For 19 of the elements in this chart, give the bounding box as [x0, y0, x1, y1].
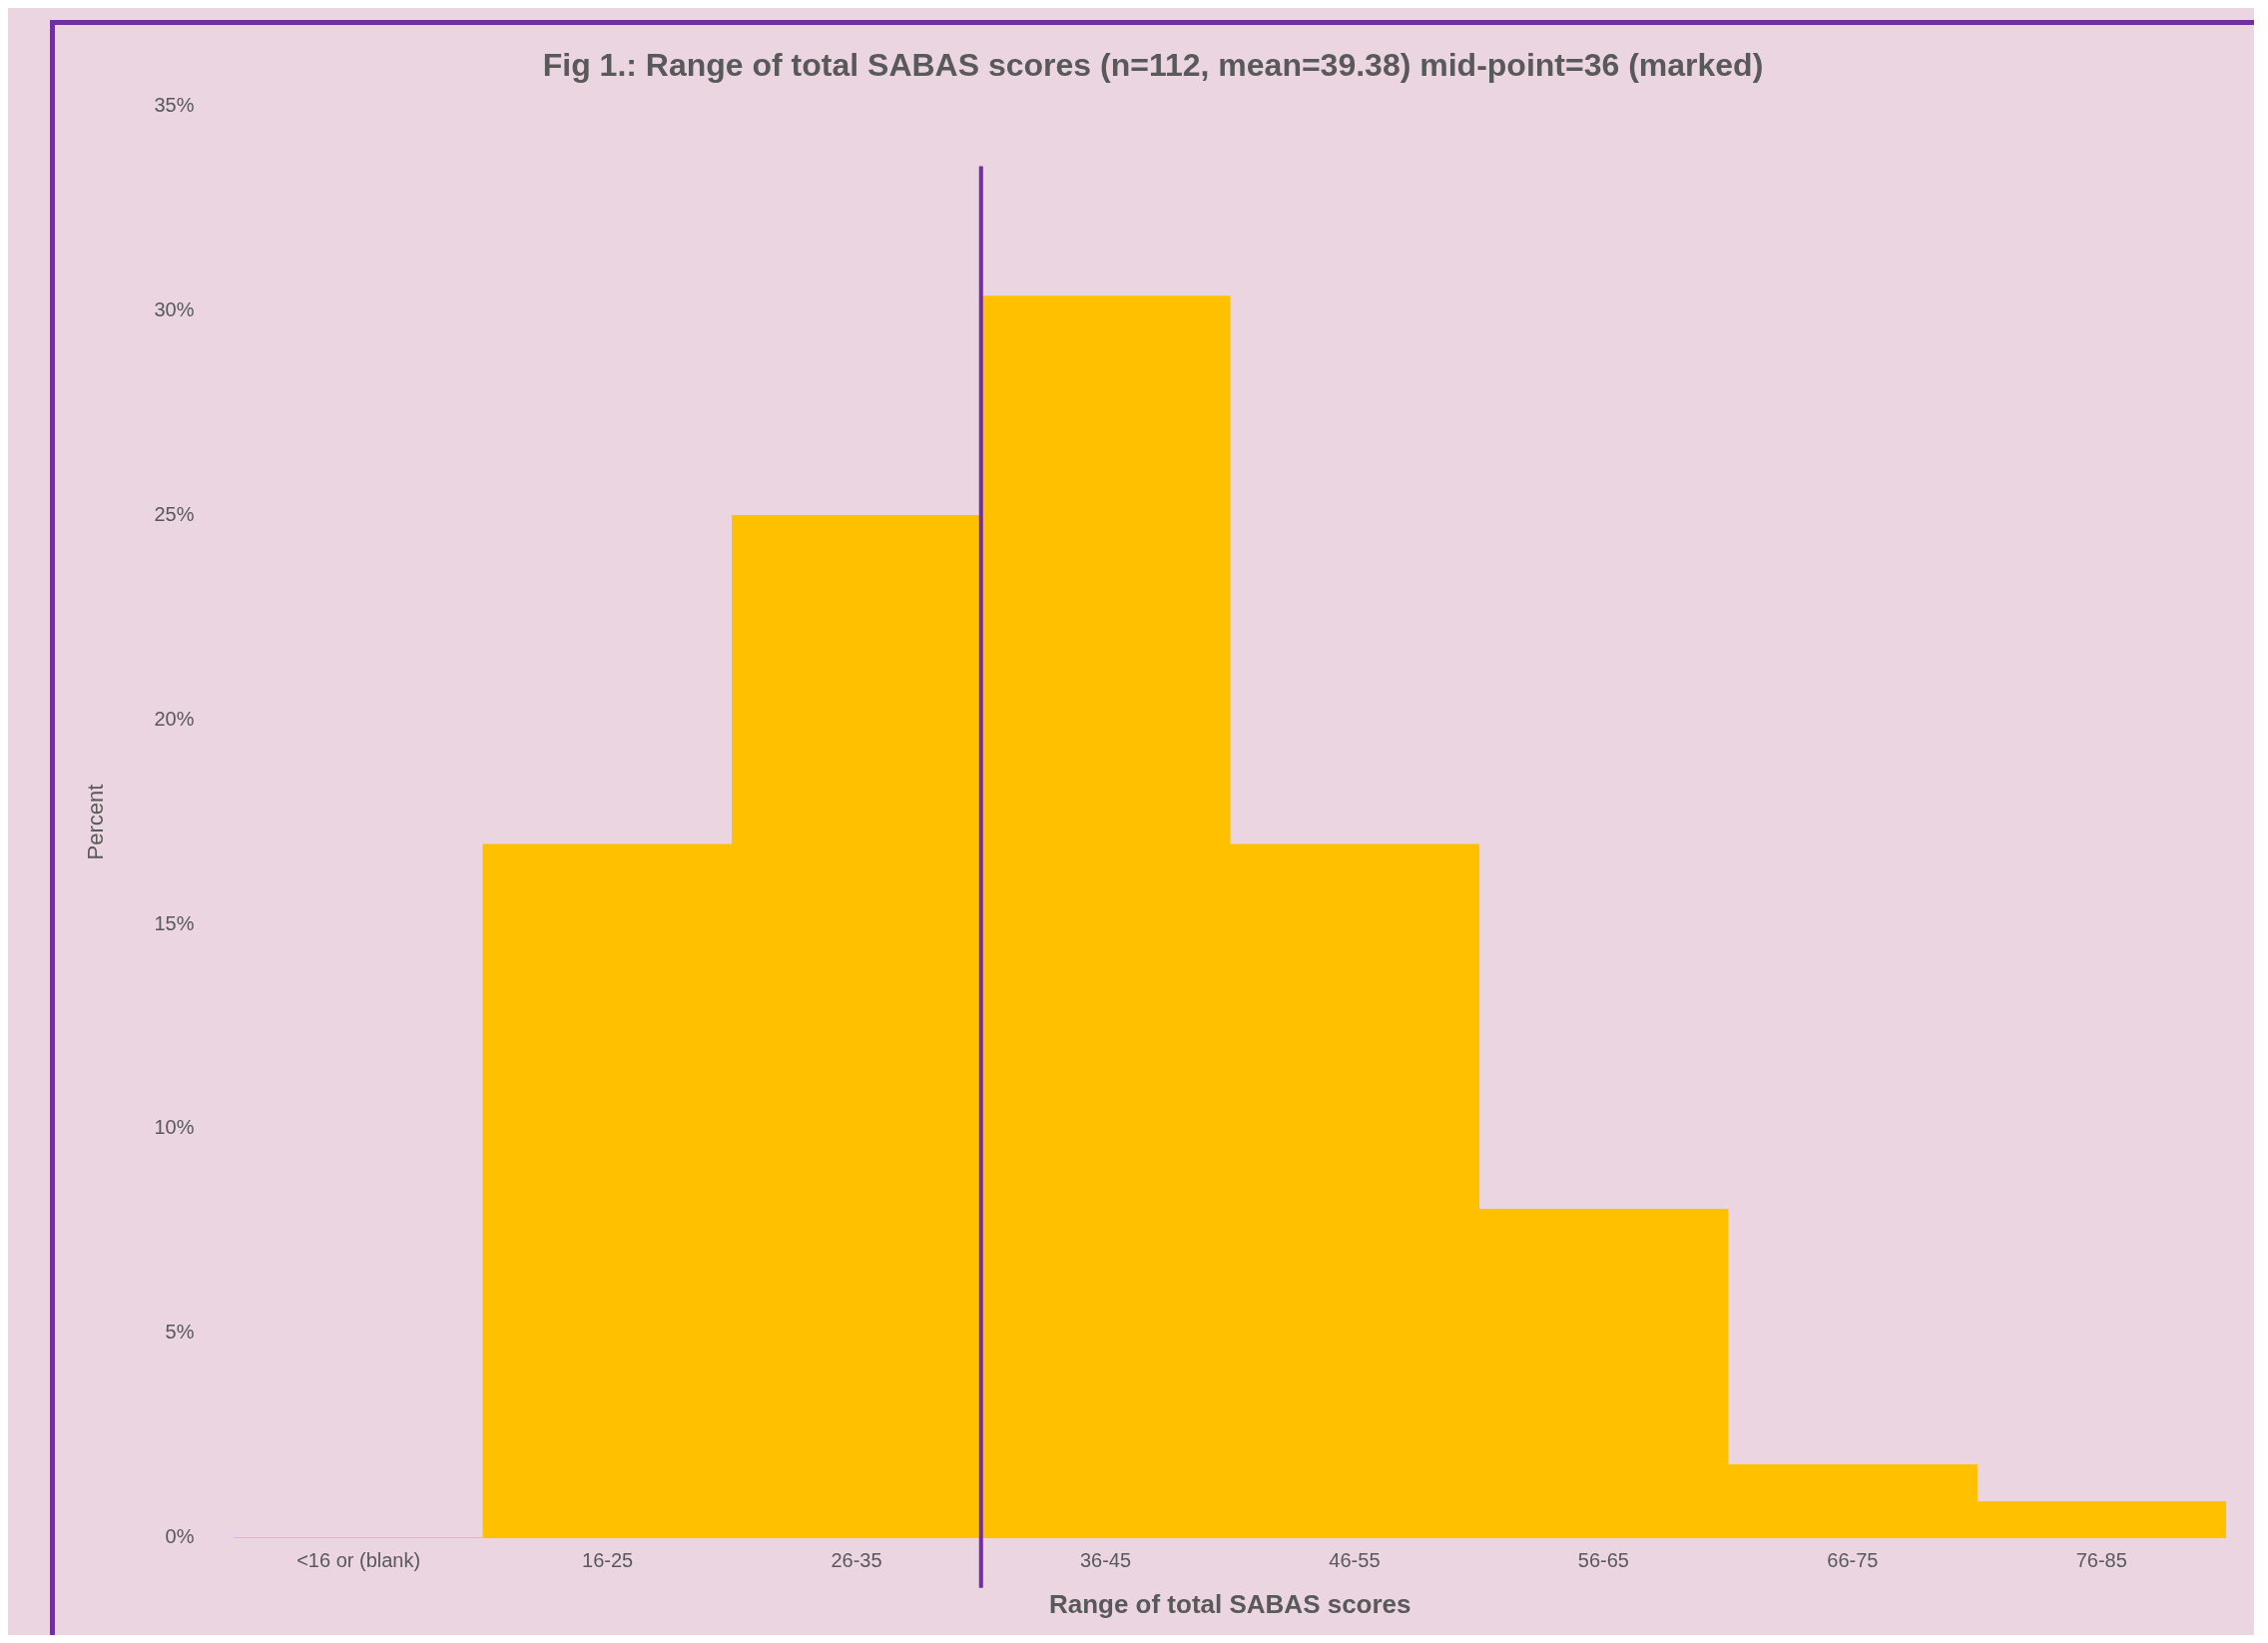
y-axis-title: Percent — [83, 784, 109, 860]
y-tick-label: 10% — [154, 1116, 195, 1139]
y-tick-label: 25% — [154, 502, 195, 525]
y-tick-label: 35% — [154, 93, 195, 116]
y-tick-label: 0% — [165, 1525, 195, 1548]
chart-title: Fig 1.: Range of total SABAS scores (n=112, mean=39.38) mid-point=36 (marked) — [542, 47, 1764, 84]
x-tick-label: 46-55 — [1329, 1549, 1381, 1572]
x-tick-label: 66-75 — [1827, 1549, 1879, 1572]
x-tick-label: <16 or (blank) — [296, 1549, 421, 1572]
x-tick-label: 36-45 — [1079, 1549, 1132, 1572]
x-tick-label: 76-85 — [2075, 1549, 2127, 1572]
y-tick-label: 30% — [154, 297, 195, 320]
x-tick-label: 26-35 — [831, 1549, 882, 1572]
y-tick-label: 15% — [154, 911, 195, 934]
x-axis-title: Range of total SABAS scores — [1048, 1588, 1412, 1619]
y-tick-label: 5% — [165, 1321, 195, 1344]
x-tick-label: 16-25 — [582, 1549, 634, 1572]
x-tick-label: 56-65 — [1577, 1549, 1629, 1572]
y-tick-label: 20% — [154, 707, 195, 730]
